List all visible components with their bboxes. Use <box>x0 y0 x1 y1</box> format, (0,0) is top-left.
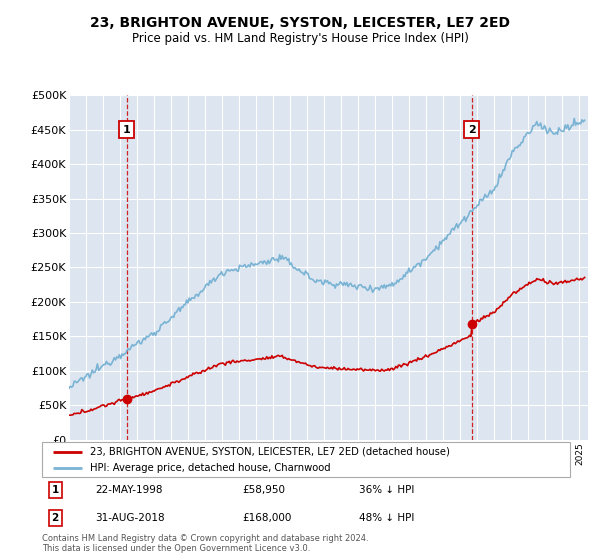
Text: 31-AUG-2018: 31-AUG-2018 <box>95 513 164 523</box>
Text: 23, BRIGHTON AVENUE, SYSTON, LEICESTER, LE7 2ED: 23, BRIGHTON AVENUE, SYSTON, LEICESTER, … <box>90 16 510 30</box>
Text: 2: 2 <box>52 513 59 523</box>
Text: 36% ↓ HPI: 36% ↓ HPI <box>359 485 414 495</box>
Text: Contains HM Land Registry data © Crown copyright and database right 2024.
This d: Contains HM Land Registry data © Crown c… <box>42 534 368 553</box>
Text: 1: 1 <box>52 485 59 495</box>
Text: 23, BRIGHTON AVENUE, SYSTON, LEICESTER, LE7 2ED (detached house): 23, BRIGHTON AVENUE, SYSTON, LEICESTER, … <box>89 447 449 457</box>
Text: Price paid vs. HM Land Registry's House Price Index (HPI): Price paid vs. HM Land Registry's House … <box>131 32 469 45</box>
Text: 2: 2 <box>468 125 475 134</box>
Text: HPI: Average price, detached house, Charnwood: HPI: Average price, detached house, Char… <box>89 463 330 473</box>
Text: 1: 1 <box>122 125 130 134</box>
Text: 22-MAY-1998: 22-MAY-1998 <box>95 485 162 495</box>
FancyBboxPatch shape <box>42 442 570 477</box>
Text: £58,950: £58,950 <box>242 485 286 495</box>
Text: 48% ↓ HPI: 48% ↓ HPI <box>359 513 414 523</box>
Text: £168,000: £168,000 <box>242 513 292 523</box>
